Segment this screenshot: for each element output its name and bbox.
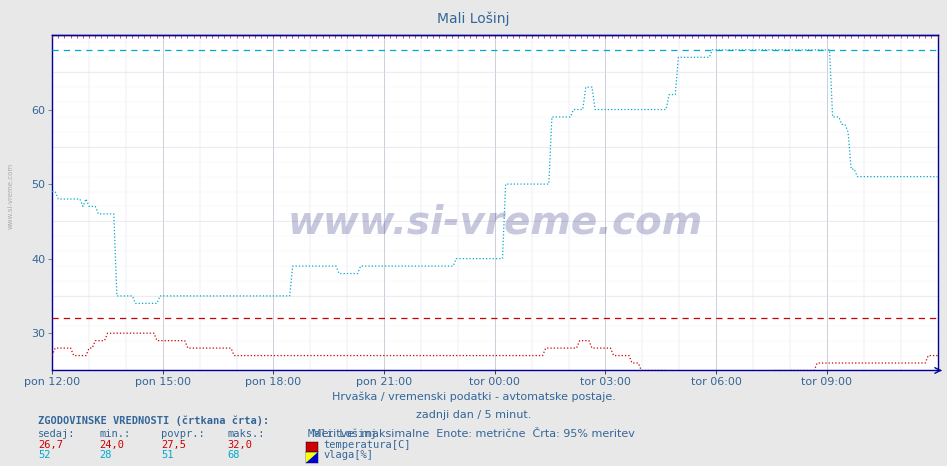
Text: 26,7: 26,7	[38, 440, 63, 450]
Text: Hrvaška / vremenski podatki - avtomatske postaje.: Hrvaška / vremenski podatki - avtomatske…	[331, 391, 616, 402]
Text: temperatura[C]: temperatura[C]	[324, 440, 411, 450]
Text: vlaga[%]: vlaga[%]	[324, 451, 374, 460]
Text: sedaj:: sedaj:	[38, 429, 76, 439]
Text: www.si-vreme.com: www.si-vreme.com	[8, 163, 13, 229]
Text: maks.:: maks.:	[227, 429, 265, 439]
Text: Mali Lošinj: Mali Lošinj	[308, 428, 377, 439]
Text: 28: 28	[99, 451, 112, 460]
Text: 51: 51	[161, 451, 173, 460]
Text: min.:: min.:	[99, 429, 131, 439]
Text: povpr.:: povpr.:	[161, 429, 205, 439]
Text: 52: 52	[38, 451, 50, 460]
Text: 24,0: 24,0	[99, 440, 124, 450]
Text: Mali Lošinj: Mali Lošinj	[438, 12, 509, 26]
Text: ZGODOVINSKE VREDNOSTI (črtkana črta):: ZGODOVINSKE VREDNOSTI (črtkana črta):	[38, 416, 269, 426]
Text: 68: 68	[227, 451, 240, 460]
Text: 32,0: 32,0	[227, 440, 252, 450]
Text: Meritve: maksimalne  Enote: metrične  Črta: 95% meritev: Meritve: maksimalne Enote: metrične Črta…	[313, 429, 634, 439]
Text: www.si-vreme.com: www.si-vreme.com	[287, 204, 703, 242]
Polygon shape	[306, 452, 318, 463]
Text: 27,5: 27,5	[161, 440, 186, 450]
Text: zadnji dan / 5 minut.: zadnji dan / 5 minut.	[416, 410, 531, 420]
Polygon shape	[306, 452, 318, 463]
